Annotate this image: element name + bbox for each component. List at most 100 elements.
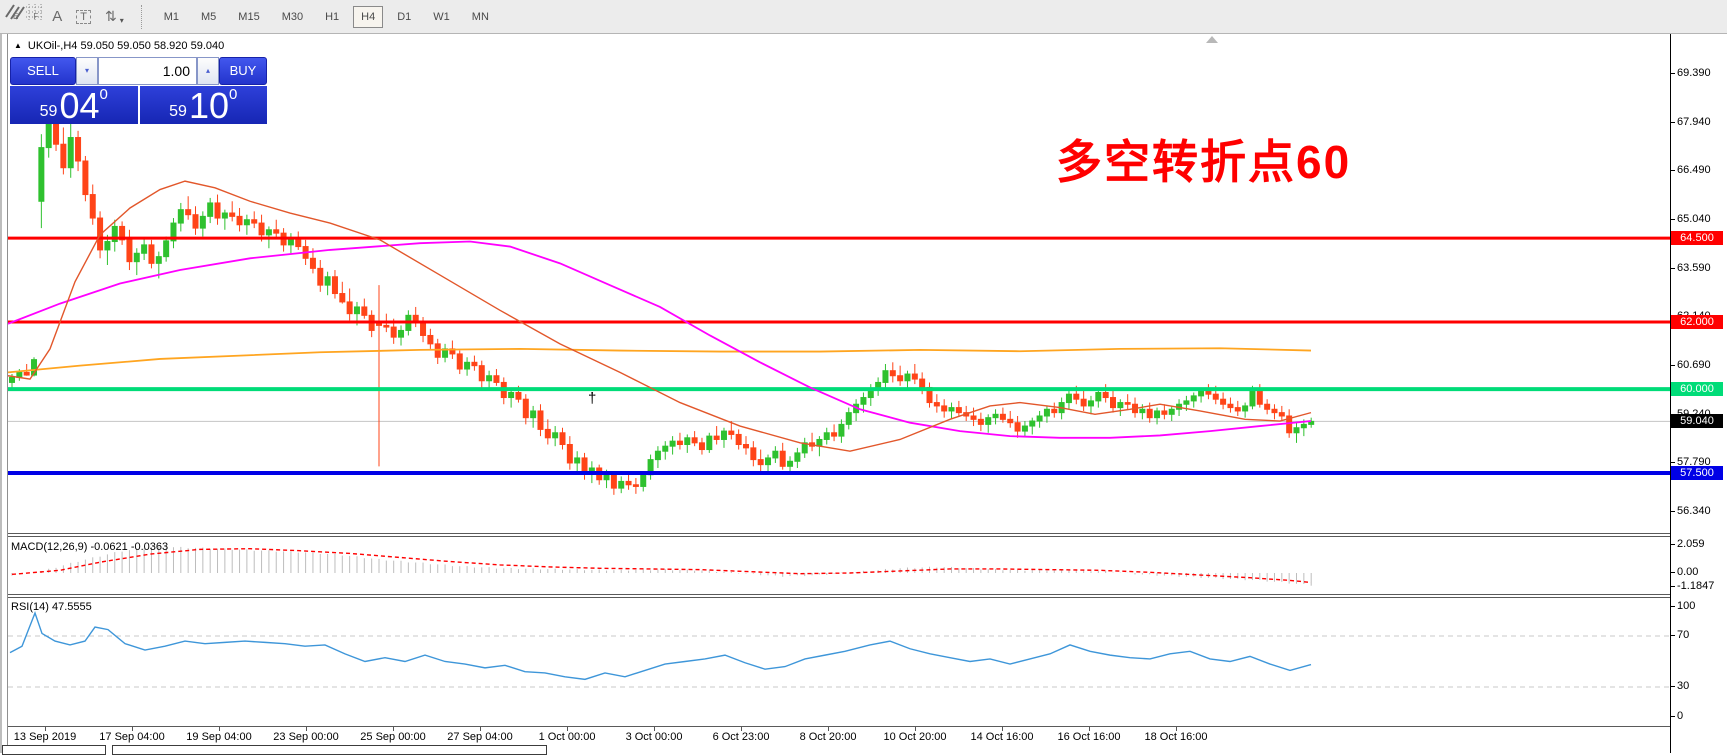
time-tick-label: 23 Sep 00:00	[273, 731, 339, 743]
macd-scale-label: -1.1847	[1670, 580, 1715, 592]
chart-title: ▲ UKOil-,H4 59.050 59.050 58.920 59.040	[14, 40, 224, 52]
panel-separator[interactable]	[8, 594, 1670, 595]
drawing-styles-icon[interactable]: E	[5, 4, 26, 21]
collapse-triangle-icon[interactable]: ▲	[14, 41, 22, 50]
arrows-icon[interactable]: ⇅ ▾	[105, 8, 124, 25]
main-chart-area[interactable]	[8, 35, 1670, 533]
ask-big-figure: 59	[169, 103, 187, 120]
price-level-badge: 60.000	[1671, 382, 1723, 397]
time-tick-mark	[1089, 727, 1090, 731]
sell-button[interactable]: SELL	[10, 57, 76, 85]
time-tick-mark	[219, 727, 220, 731]
rsi-scale-label: 100	[1670, 600, 1696, 612]
buy-button[interactable]: BUY	[219, 57, 267, 85]
volume-decrease-button[interactable]: ▾	[76, 57, 98, 85]
timeframe-m15[interactable]: M15	[238, 10, 260, 23]
time-tick-label: 6 Oct 23:00	[712, 731, 770, 743]
timeframe-h1[interactable]: H1	[325, 10, 340, 23]
rsi-panel[interactable]	[8, 598, 1670, 726]
time-tick-label: 10 Oct 20:00	[883, 731, 947, 743]
panel-separator	[8, 536, 1670, 537]
price-tick-label: 67.940	[1671, 115, 1711, 128]
price-level-badge: 57.500	[1671, 466, 1723, 481]
text-label-icon[interactable]: A	[52, 8, 63, 25]
time-tick-label: 3 Oct 00:00	[625, 731, 683, 743]
macd-panel[interactable]	[8, 537, 1670, 594]
price-level-badge: 59.040	[1671, 414, 1723, 429]
bid-pips: 04	[59, 85, 100, 126]
ask-pips: 10	[188, 85, 229, 126]
bid-quote[interactable]: 59 04 0	[10, 86, 138, 124]
chevron-down-icon: ▾	[119, 16, 124, 25]
price-level-badge: 64.500	[1671, 231, 1723, 246]
price-tick-label: 66.490	[1671, 164, 1711, 177]
time-tick-label: 18 Oct 16:00	[1144, 731, 1208, 743]
price-tick-label: 56.340	[1671, 504, 1711, 517]
arrows-glyph: ⇅	[104, 8, 117, 24]
time-tick-mark	[828, 727, 829, 731]
macd-scale-label: 0.00	[1670, 566, 1699, 578]
chart-annotation-text: 多空转折点60	[1056, 136, 1352, 188]
time-tick-label: 8 Oct 20:00	[799, 731, 857, 743]
rsi-scale-label: 30	[1670, 680, 1690, 692]
time-tick-label: 14 Oct 16:00	[970, 731, 1034, 743]
time-tick-mark	[45, 727, 46, 731]
time-tick-mark	[132, 727, 133, 731]
rsi-scale-label: 0	[1670, 710, 1684, 722]
time-tick-label: 25 Sep 00:00	[360, 731, 426, 743]
background-window-fragment	[2, 745, 106, 755]
time-tick-mark	[654, 727, 655, 731]
time-tick-mark	[915, 727, 916, 731]
timeframe-w1[interactable]: W1	[433, 10, 450, 23]
time-tick-label: 16 Oct 16:00	[1057, 731, 1121, 743]
time-tick-label: 17 Sep 04:00	[99, 731, 165, 743]
ask-quote[interactable]: 59 10 0	[139, 85, 267, 126]
timeframe-m1[interactable]: M1	[163, 10, 180, 23]
panel-separator	[8, 597, 1670, 598]
volume-increase-button[interactable]: ▴	[197, 57, 219, 85]
price-tick-label: 65.040	[1671, 213, 1711, 226]
panel-separator	[8, 726, 1670, 727]
chart-shift-marker	[1206, 36, 1218, 43]
top-toolbar: E F A T ⇅ ▾ M1 M5 M15 M30 H1 H4 D1 W1 MN	[0, 0, 1727, 34]
time-tick-label: 19 Sep 04:00	[186, 731, 252, 743]
timeframe-m5[interactable]: M5	[201, 10, 217, 23]
hatch-glyph	[5, 4, 26, 20]
text-box-icon[interactable]: T	[76, 9, 91, 24]
rsi-label: RSI(14) 47.5555	[11, 601, 92, 613]
time-tick-mark	[741, 727, 742, 731]
panel-separator[interactable]	[8, 533, 1670, 534]
price-level-badge: 62.000	[1671, 315, 1723, 330]
rsi-scale-label: 70	[1670, 629, 1690, 641]
one-click-trade-panel: SELL ▾ 1.00 ▴ BUY 59 04 0 59 10 0	[10, 57, 267, 125]
price-tick-label: 69.390	[1671, 67, 1711, 80]
grid-icon[interactable]: F	[26, 4, 45, 21]
price-tick-label: 60.690	[1671, 359, 1711, 371]
chart-title-text: UKOil-,H4 59.050 59.050 58.920 59.040	[27, 40, 225, 52]
time-tick-label: 1 Oct 00:00	[538, 731, 596, 743]
timeframe-h4[interactable]: H4	[353, 5, 384, 28]
time-tick-mark	[480, 727, 481, 731]
price-tick-label: 63.590	[1671, 261, 1711, 274]
macd-scale-label: 2.059	[1671, 538, 1705, 550]
timeframe-mn[interactable]: MN	[471, 10, 489, 23]
time-tick-mark	[393, 727, 394, 731]
time-tick-mark	[306, 727, 307, 731]
time-tick-label: 13 Sep 2019	[13, 731, 77, 743]
grid-glyph	[26, 4, 45, 20]
time-tick-label: 27 Sep 04:00	[447, 731, 513, 743]
price-tick-label: 57.790	[1671, 456, 1711, 469]
time-tick-mark	[1176, 727, 1177, 731]
timeframe-m30[interactable]: M30	[281, 10, 304, 23]
volume-input[interactable]: 1.00	[98, 57, 197, 85]
cross-marker-icon: †	[588, 390, 597, 407]
window-left-edge	[0, 34, 8, 753]
ask-pipette: 0	[229, 86, 238, 103]
time-tick-mark	[1002, 727, 1003, 731]
time-tick-mark	[567, 727, 568, 731]
timeframe-d1[interactable]: D1	[397, 10, 412, 23]
bid-big-figure: 59	[39, 103, 58, 120]
macd-label: MACD(12,26,9) -0.0621 -0.0363	[11, 541, 169, 553]
bid-pipette: 0	[99, 86, 108, 103]
